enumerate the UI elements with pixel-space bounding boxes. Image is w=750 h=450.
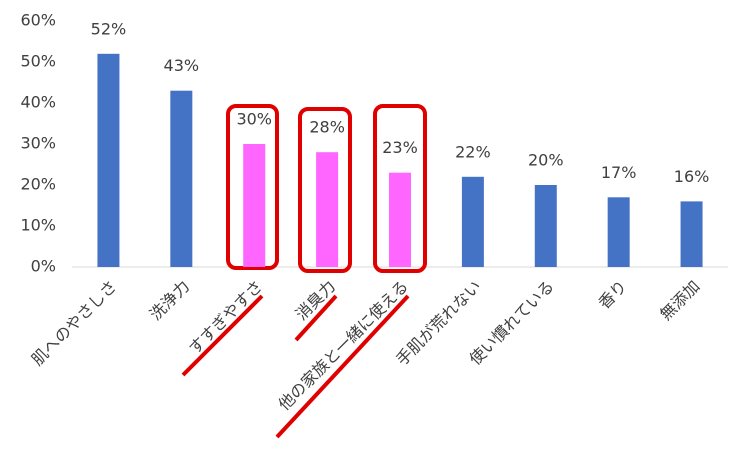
x-tick-label: 香り xyxy=(595,277,631,313)
x-tick-label: 肌へのやさしさ xyxy=(28,277,121,370)
bar xyxy=(316,152,339,267)
underline xyxy=(181,294,264,377)
bar xyxy=(389,172,411,267)
x-tick-label: すすぎやすさ xyxy=(185,277,266,358)
value-label: 30% xyxy=(236,110,272,129)
bar xyxy=(680,201,703,267)
y-tick-label: 0% xyxy=(31,257,56,276)
y-tick-label: 20% xyxy=(20,175,56,194)
highlights xyxy=(181,104,427,439)
y-tick-label: 40% xyxy=(20,93,56,112)
value-label: 16% xyxy=(674,167,710,186)
bar xyxy=(461,176,484,267)
value-label: 28% xyxy=(309,118,345,137)
value-label: 22% xyxy=(455,142,491,161)
x-tick-label: 無添加 xyxy=(656,277,703,324)
y-tick-label: 10% xyxy=(20,216,56,235)
value-label: 23% xyxy=(382,138,418,157)
x-tick-label: 洗浄力 xyxy=(146,277,193,324)
value-label: 20% xyxy=(528,151,564,170)
bar xyxy=(97,53,120,267)
bar xyxy=(607,197,630,267)
value-label: 17% xyxy=(601,163,637,182)
highlight-box xyxy=(226,104,279,270)
y-tick-label: 30% xyxy=(20,134,56,153)
highlight-box xyxy=(298,107,352,273)
bar xyxy=(170,90,193,267)
value-label: 43% xyxy=(164,56,200,75)
value-label: 52% xyxy=(91,19,127,38)
bar xyxy=(534,185,557,267)
underline xyxy=(294,294,338,342)
underline xyxy=(275,294,410,439)
y-tick-label: 60% xyxy=(20,11,56,30)
y-tick-label: 50% xyxy=(20,52,56,71)
highlight-box xyxy=(373,104,427,273)
x-tick-label: 他の家族と一緒に使える xyxy=(274,277,412,415)
bar xyxy=(243,144,266,267)
